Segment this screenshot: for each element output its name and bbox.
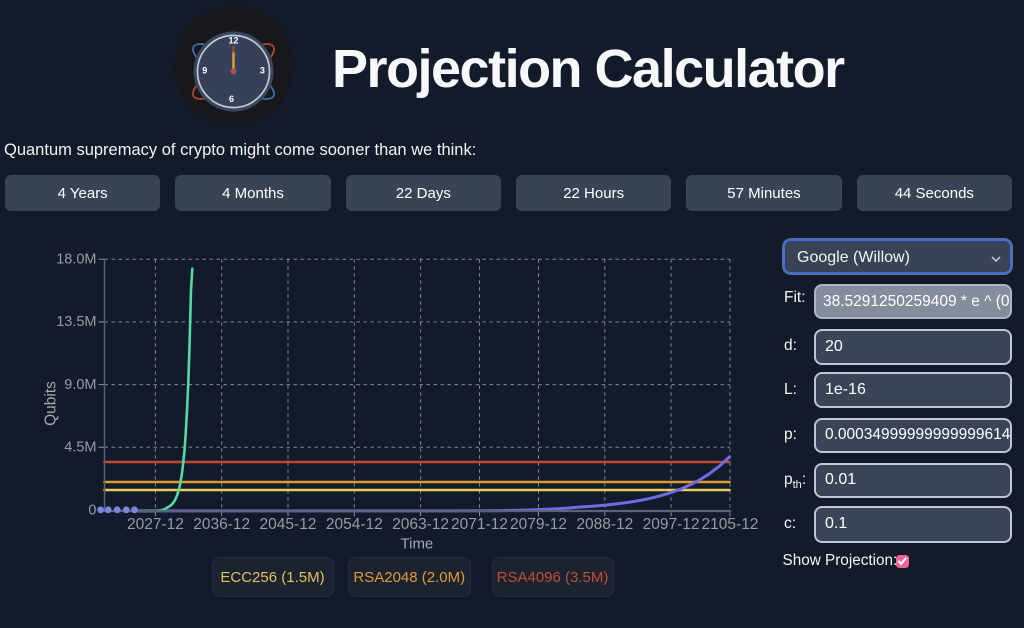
svg-text:12: 12 — [228, 36, 238, 46]
svg-text:2105-12: 2105-12 — [702, 516, 759, 533]
svg-text:2027-12: 2027-12 — [127, 516, 184, 533]
svg-text:2036-12: 2036-12 — [193, 516, 250, 533]
svg-text:13.5M: 13.5M — [56, 314, 96, 330]
svg-text:2088-12: 2088-12 — [576, 516, 633, 533]
svg-text:2063-12: 2063-12 — [392, 516, 449, 533]
svg-text:2054-12: 2054-12 — [326, 516, 383, 533]
svg-text:6: 6 — [229, 94, 234, 104]
svg-text:4.5M: 4.5M — [64, 440, 96, 456]
svg-text:2097-12: 2097-12 — [643, 516, 700, 533]
svg-text:9: 9 — [202, 65, 207, 75]
svg-text:2045-12: 2045-12 — [260, 516, 317, 533]
svg-text:Qubits: Qubits — [43, 381, 60, 426]
svg-text:0: 0 — [88, 502, 96, 518]
svg-text:2079-12: 2079-12 — [510, 516, 567, 533]
svg-text:3: 3 — [260, 65, 265, 75]
svg-text:9.0M: 9.0M — [64, 377, 96, 393]
svg-text:Time: Time — [401, 535, 434, 552]
svg-text:2071-12: 2071-12 — [451, 516, 508, 533]
svg-text:18.0M: 18.0M — [56, 252, 96, 268]
